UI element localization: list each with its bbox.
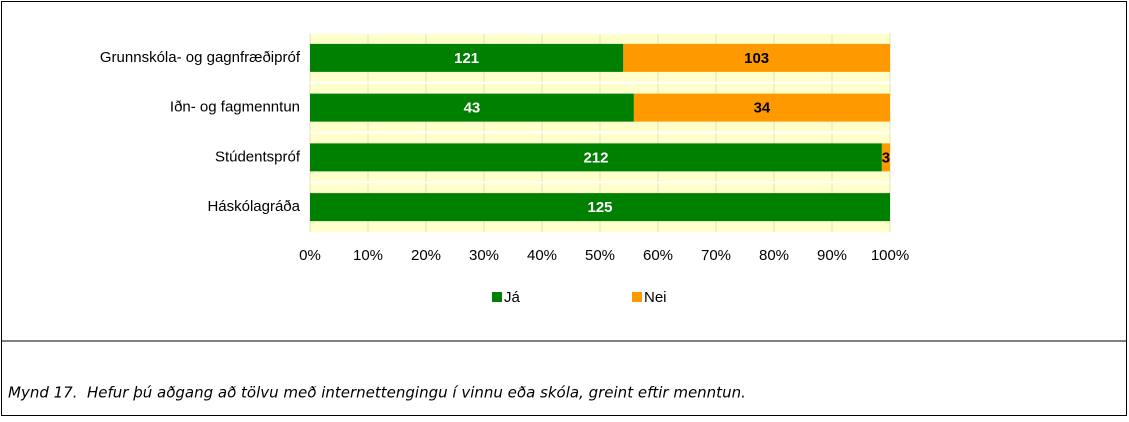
- caption: Mynd 17. Hefur þú aðgang að tölvu með in…: [8, 384, 746, 402]
- data-label: 212: [583, 149, 608, 166]
- bar: [310, 143, 882, 172]
- legend-label: Nei: [644, 289, 667, 306]
- x-tick-label: 90%: [817, 247, 847, 264]
- bar: [633, 93, 890, 122]
- bar: [623, 43, 890, 72]
- data-label: 34: [754, 100, 771, 117]
- bar: [881, 143, 890, 172]
- data-label: 121: [454, 50, 479, 67]
- y-tick-label: Stúdentspróf: [215, 148, 301, 165]
- y-tick-label: Iðn- og fagmenntun: [170, 99, 300, 116]
- legend-swatch: [632, 292, 642, 302]
- data-label: 3: [882, 149, 890, 166]
- y-tick-label: Grunnskóla- og gagnfræðipróf: [100, 49, 301, 66]
- data-label: 125: [587, 199, 612, 216]
- band-separator: [310, 32, 890, 34]
- bar: [310, 93, 634, 122]
- data-label: 43: [464, 100, 481, 117]
- x-tick-label: 20%: [411, 247, 441, 264]
- band-separator: [310, 81, 890, 84]
- y-tick-label: Háskólagráða: [207, 198, 300, 215]
- x-tick-label: 50%: [585, 247, 615, 264]
- x-tick-label: 0%: [299, 247, 321, 264]
- bar: [310, 43, 624, 72]
- legend-swatch: [492, 292, 502, 302]
- x-tick-label: 10%: [353, 247, 383, 264]
- bar: [310, 193, 890, 222]
- x-tick-label: 40%: [527, 247, 557, 264]
- band-separator: [310, 131, 890, 134]
- x-tick-label: 80%: [759, 247, 789, 264]
- legend-label: Já: [504, 289, 521, 306]
- x-tick-label: 60%: [643, 247, 673, 264]
- x-tick-label: 100%: [871, 247, 909, 264]
- band-separator: [310, 181, 890, 184]
- data-label: 103: [744, 50, 769, 67]
- x-tick-label: 30%: [469, 247, 499, 264]
- x-tick-label: 70%: [701, 247, 731, 264]
